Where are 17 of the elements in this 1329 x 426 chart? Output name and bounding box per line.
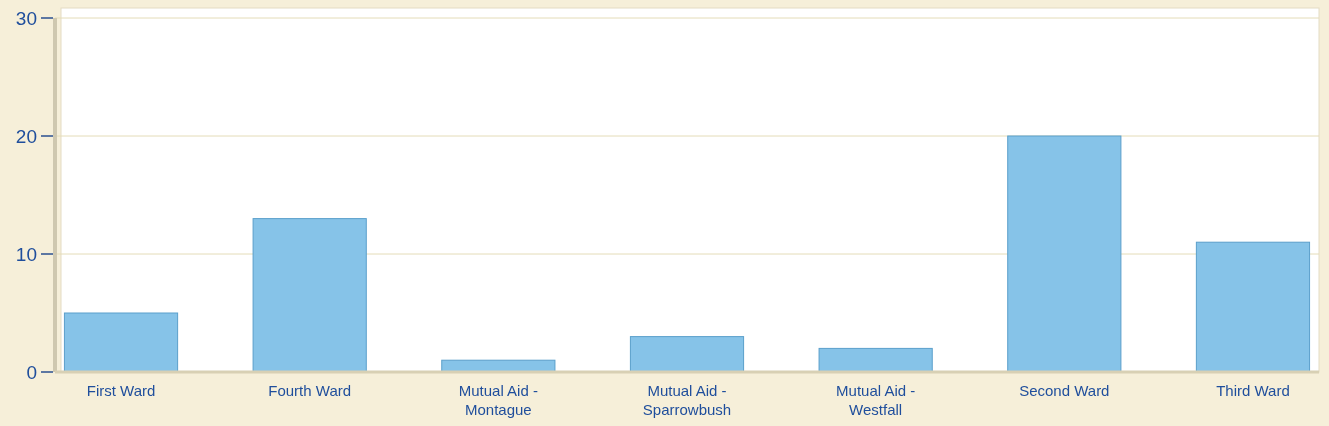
bar <box>252 218 367 373</box>
y-tick-label: 10 <box>15 243 37 265</box>
x-tick-label: First Ward <box>86 382 156 399</box>
x-tick-label: Fourth Ward <box>268 382 352 399</box>
x-tick-label: Third Ward <box>1216 382 1290 399</box>
x-tick-label: Mutual Aid - Sparrowbush <box>642 382 732 418</box>
y-tick-label: 30 <box>15 7 37 29</box>
bar <box>818 347 933 373</box>
x-tick-label: Second Ward <box>1019 382 1110 399</box>
bar <box>1007 135 1122 373</box>
bar <box>629 336 745 373</box>
bar <box>1195 241 1311 373</box>
y-tick-label: 0 <box>26 361 37 383</box>
x-tick-label: Mutual Aid - Westfall <box>836 382 916 418</box>
x-tick-label: Mutual Aid - Montague <box>458 382 538 418</box>
bar <box>63 312 179 373</box>
y-tick-label: 20 <box>15 125 37 147</box>
